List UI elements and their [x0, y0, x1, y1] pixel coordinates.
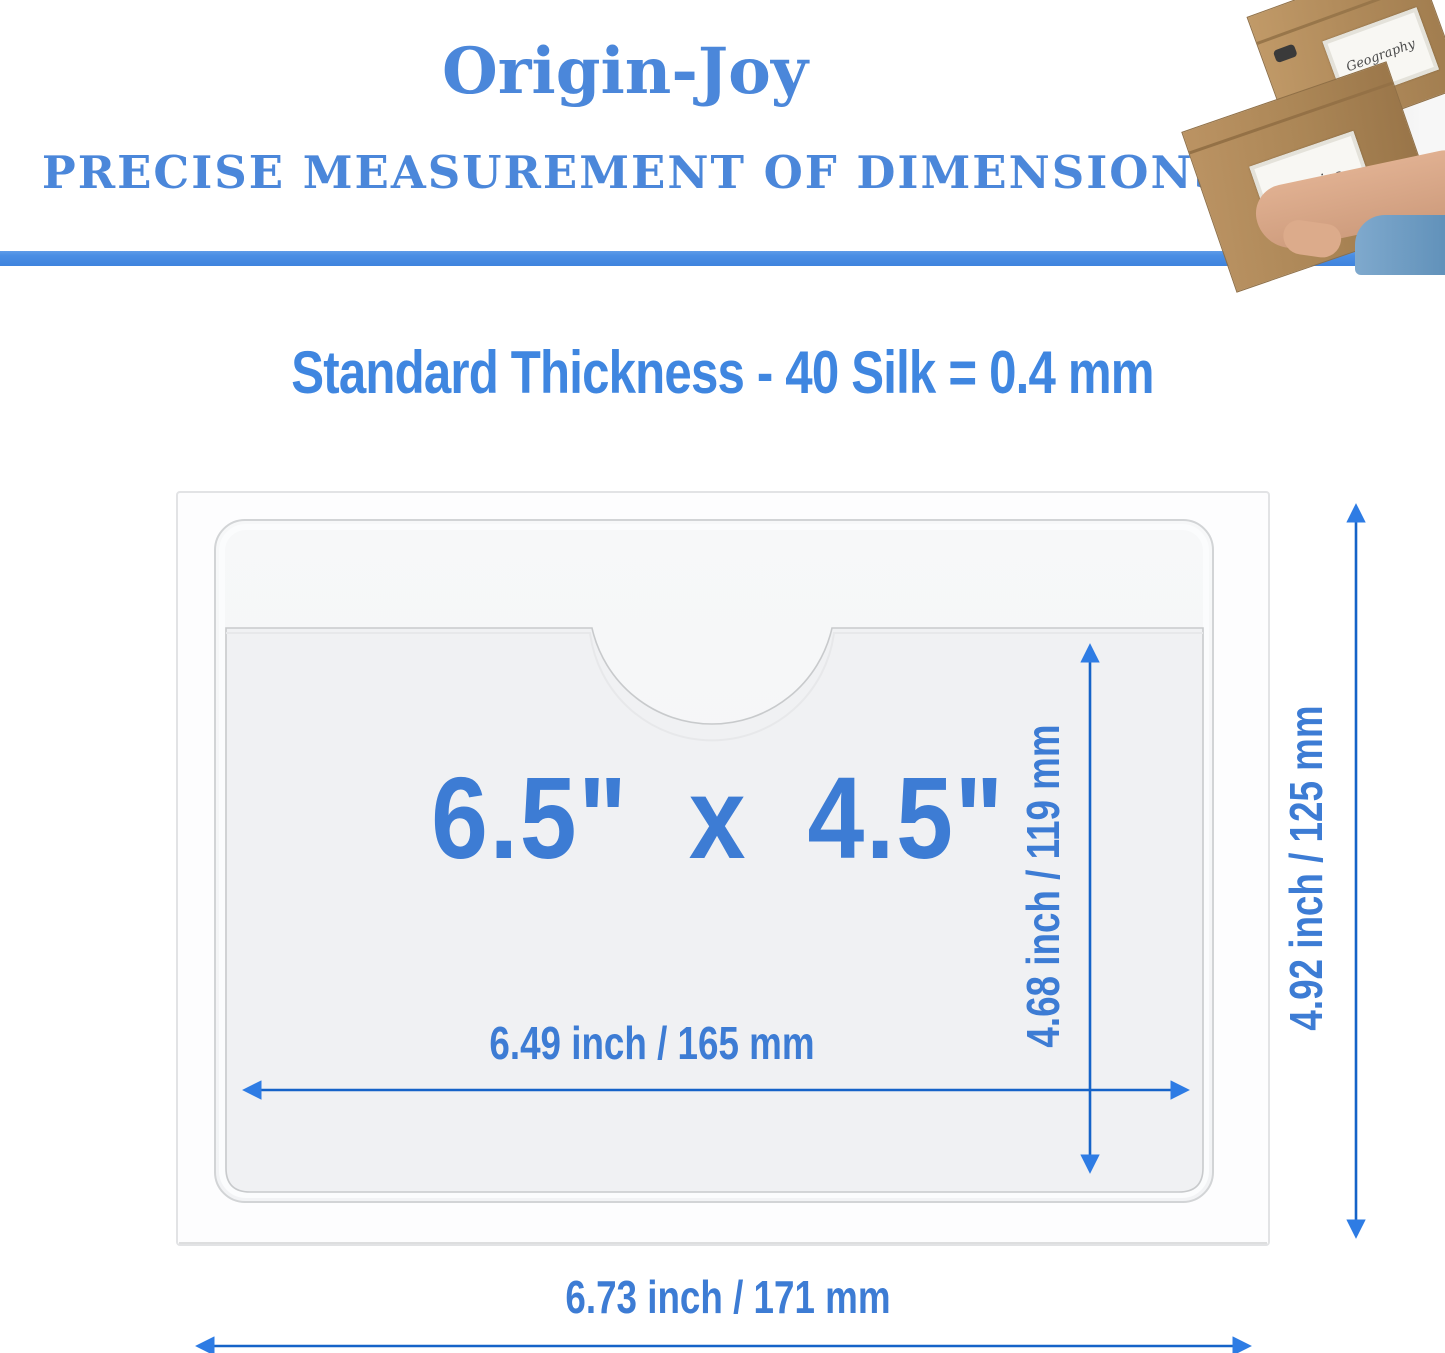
outer-width-label: 6.73 inch / 171 mm	[565, 1271, 891, 1323]
delivery-photo: Geography Physics	[1181, 0, 1445, 293]
pocket-size-label: 6.5" x 4.5"	[431, 753, 1005, 883]
brand-tagline: PRECISE MEASUREMENT OF DIMENSIONS	[41, 146, 1229, 199]
inner-width-label: 6.49 inch / 165 mm	[489, 1017, 815, 1069]
inner-height-label: 4.68 inch / 119 mm	[1017, 724, 1069, 1048]
outer-height-label: 4.92 inch / 125 mm	[1280, 705, 1332, 1031]
jeans-shape	[1355, 215, 1445, 275]
divider-bar	[0, 251, 1445, 266]
thickness-title: Standard Thickness - 40 Silk = 0.4 mm	[291, 339, 1154, 406]
brand-name: Origin-Joy	[441, 34, 809, 109]
pocket-front-panel	[225, 627, 1204, 1193]
box-handle-hole	[1272, 43, 1298, 64]
